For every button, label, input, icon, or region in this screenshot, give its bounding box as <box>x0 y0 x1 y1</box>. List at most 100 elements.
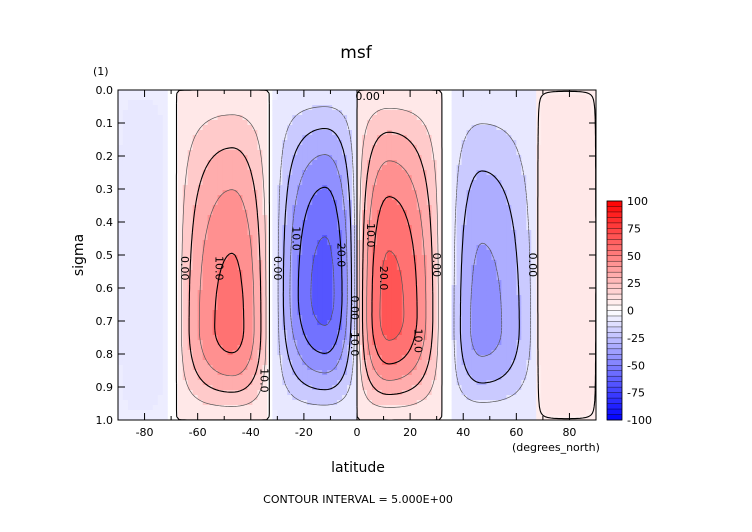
field-cell <box>237 245 244 251</box>
field-cell <box>157 410 164 416</box>
field-cell <box>277 190 283 196</box>
field-cell <box>172 120 179 126</box>
field-cell <box>118 405 124 411</box>
field-cell <box>302 270 308 276</box>
field-cell <box>371 365 378 371</box>
field-cell <box>491 155 498 161</box>
field-cell <box>202 95 209 101</box>
field-cell <box>416 315 423 321</box>
field-cell <box>142 315 149 321</box>
field-cell <box>177 270 184 276</box>
field-cell <box>436 310 443 316</box>
field-cell <box>132 305 139 311</box>
field-cell <box>317 245 323 251</box>
field-cell <box>396 305 403 311</box>
field-cell <box>242 240 249 246</box>
field-cell <box>267 160 273 166</box>
field-cell <box>127 190 134 196</box>
field-cell <box>257 390 263 396</box>
field-cell <box>361 275 368 281</box>
field-cell <box>456 310 463 316</box>
field-cell <box>142 115 149 121</box>
field-cell <box>172 400 179 406</box>
field-cell <box>411 210 418 216</box>
field-cell <box>132 100 139 106</box>
field-cell <box>227 280 234 286</box>
field-cell <box>257 415 263 420</box>
field-cell <box>337 350 343 356</box>
field-cell <box>142 260 149 266</box>
field-cell <box>242 165 249 171</box>
field-cell <box>357 395 363 401</box>
field-cell <box>376 220 383 226</box>
field-cell <box>352 350 358 356</box>
field-cell <box>361 230 368 236</box>
field-cell <box>147 290 154 296</box>
field-cell <box>272 255 278 261</box>
field-cell <box>376 250 383 256</box>
field-cell <box>142 370 149 376</box>
field-cell <box>247 285 254 291</box>
field-cell <box>366 175 373 181</box>
field-cell <box>142 275 149 281</box>
field-cell <box>187 300 194 306</box>
field-cell <box>162 195 169 201</box>
field-cell <box>327 255 333 261</box>
field-cell <box>187 285 194 291</box>
field-cell <box>337 285 343 291</box>
field-cell <box>486 185 493 191</box>
field-cell <box>257 405 263 411</box>
field-cell <box>471 195 478 201</box>
field-cell <box>287 90 293 96</box>
field-cell <box>406 265 413 271</box>
field-cell <box>192 370 199 376</box>
field-cell <box>486 250 493 256</box>
field-cell <box>252 350 259 356</box>
field-cell <box>322 265 328 271</box>
field-cell <box>337 275 343 281</box>
field-cell <box>381 185 388 191</box>
field-cell <box>142 325 149 331</box>
field-cell <box>127 135 134 141</box>
field-cell <box>277 345 283 351</box>
field-cell <box>471 185 478 191</box>
field-cell <box>247 175 254 181</box>
field-cell <box>471 315 478 321</box>
field-cell <box>137 360 144 366</box>
field-cell <box>287 410 293 416</box>
field-cell <box>247 215 254 221</box>
field-cell <box>386 335 393 341</box>
field-cell <box>426 90 433 96</box>
field-cell <box>147 115 154 121</box>
field-cell <box>202 240 209 246</box>
field-cell <box>187 330 194 336</box>
field-cell <box>282 180 288 186</box>
field-cell <box>272 300 278 306</box>
field-cell <box>396 150 403 156</box>
field-cell <box>491 270 498 276</box>
field-cell <box>456 305 463 311</box>
field-cell <box>287 305 293 311</box>
field-cell <box>122 400 129 406</box>
field-cell <box>371 355 378 361</box>
field-cell <box>192 225 199 231</box>
field-cell <box>426 230 433 236</box>
field-cell <box>162 405 169 411</box>
field-cell <box>386 390 393 396</box>
field-cell <box>376 155 383 161</box>
field-cell <box>167 325 174 331</box>
field-cell <box>162 330 169 336</box>
field-cell <box>272 320 278 326</box>
field-cell <box>262 145 268 151</box>
field-cell <box>262 280 268 286</box>
field-cell <box>451 285 458 291</box>
field-cell <box>491 255 498 261</box>
field-cell <box>317 95 323 101</box>
field-cell <box>272 385 278 391</box>
field-cell <box>357 125 363 131</box>
field-cell <box>476 180 483 186</box>
field-cell <box>406 210 413 216</box>
field-cell <box>476 215 483 221</box>
field-cell <box>292 130 298 136</box>
field-cell <box>192 105 199 111</box>
